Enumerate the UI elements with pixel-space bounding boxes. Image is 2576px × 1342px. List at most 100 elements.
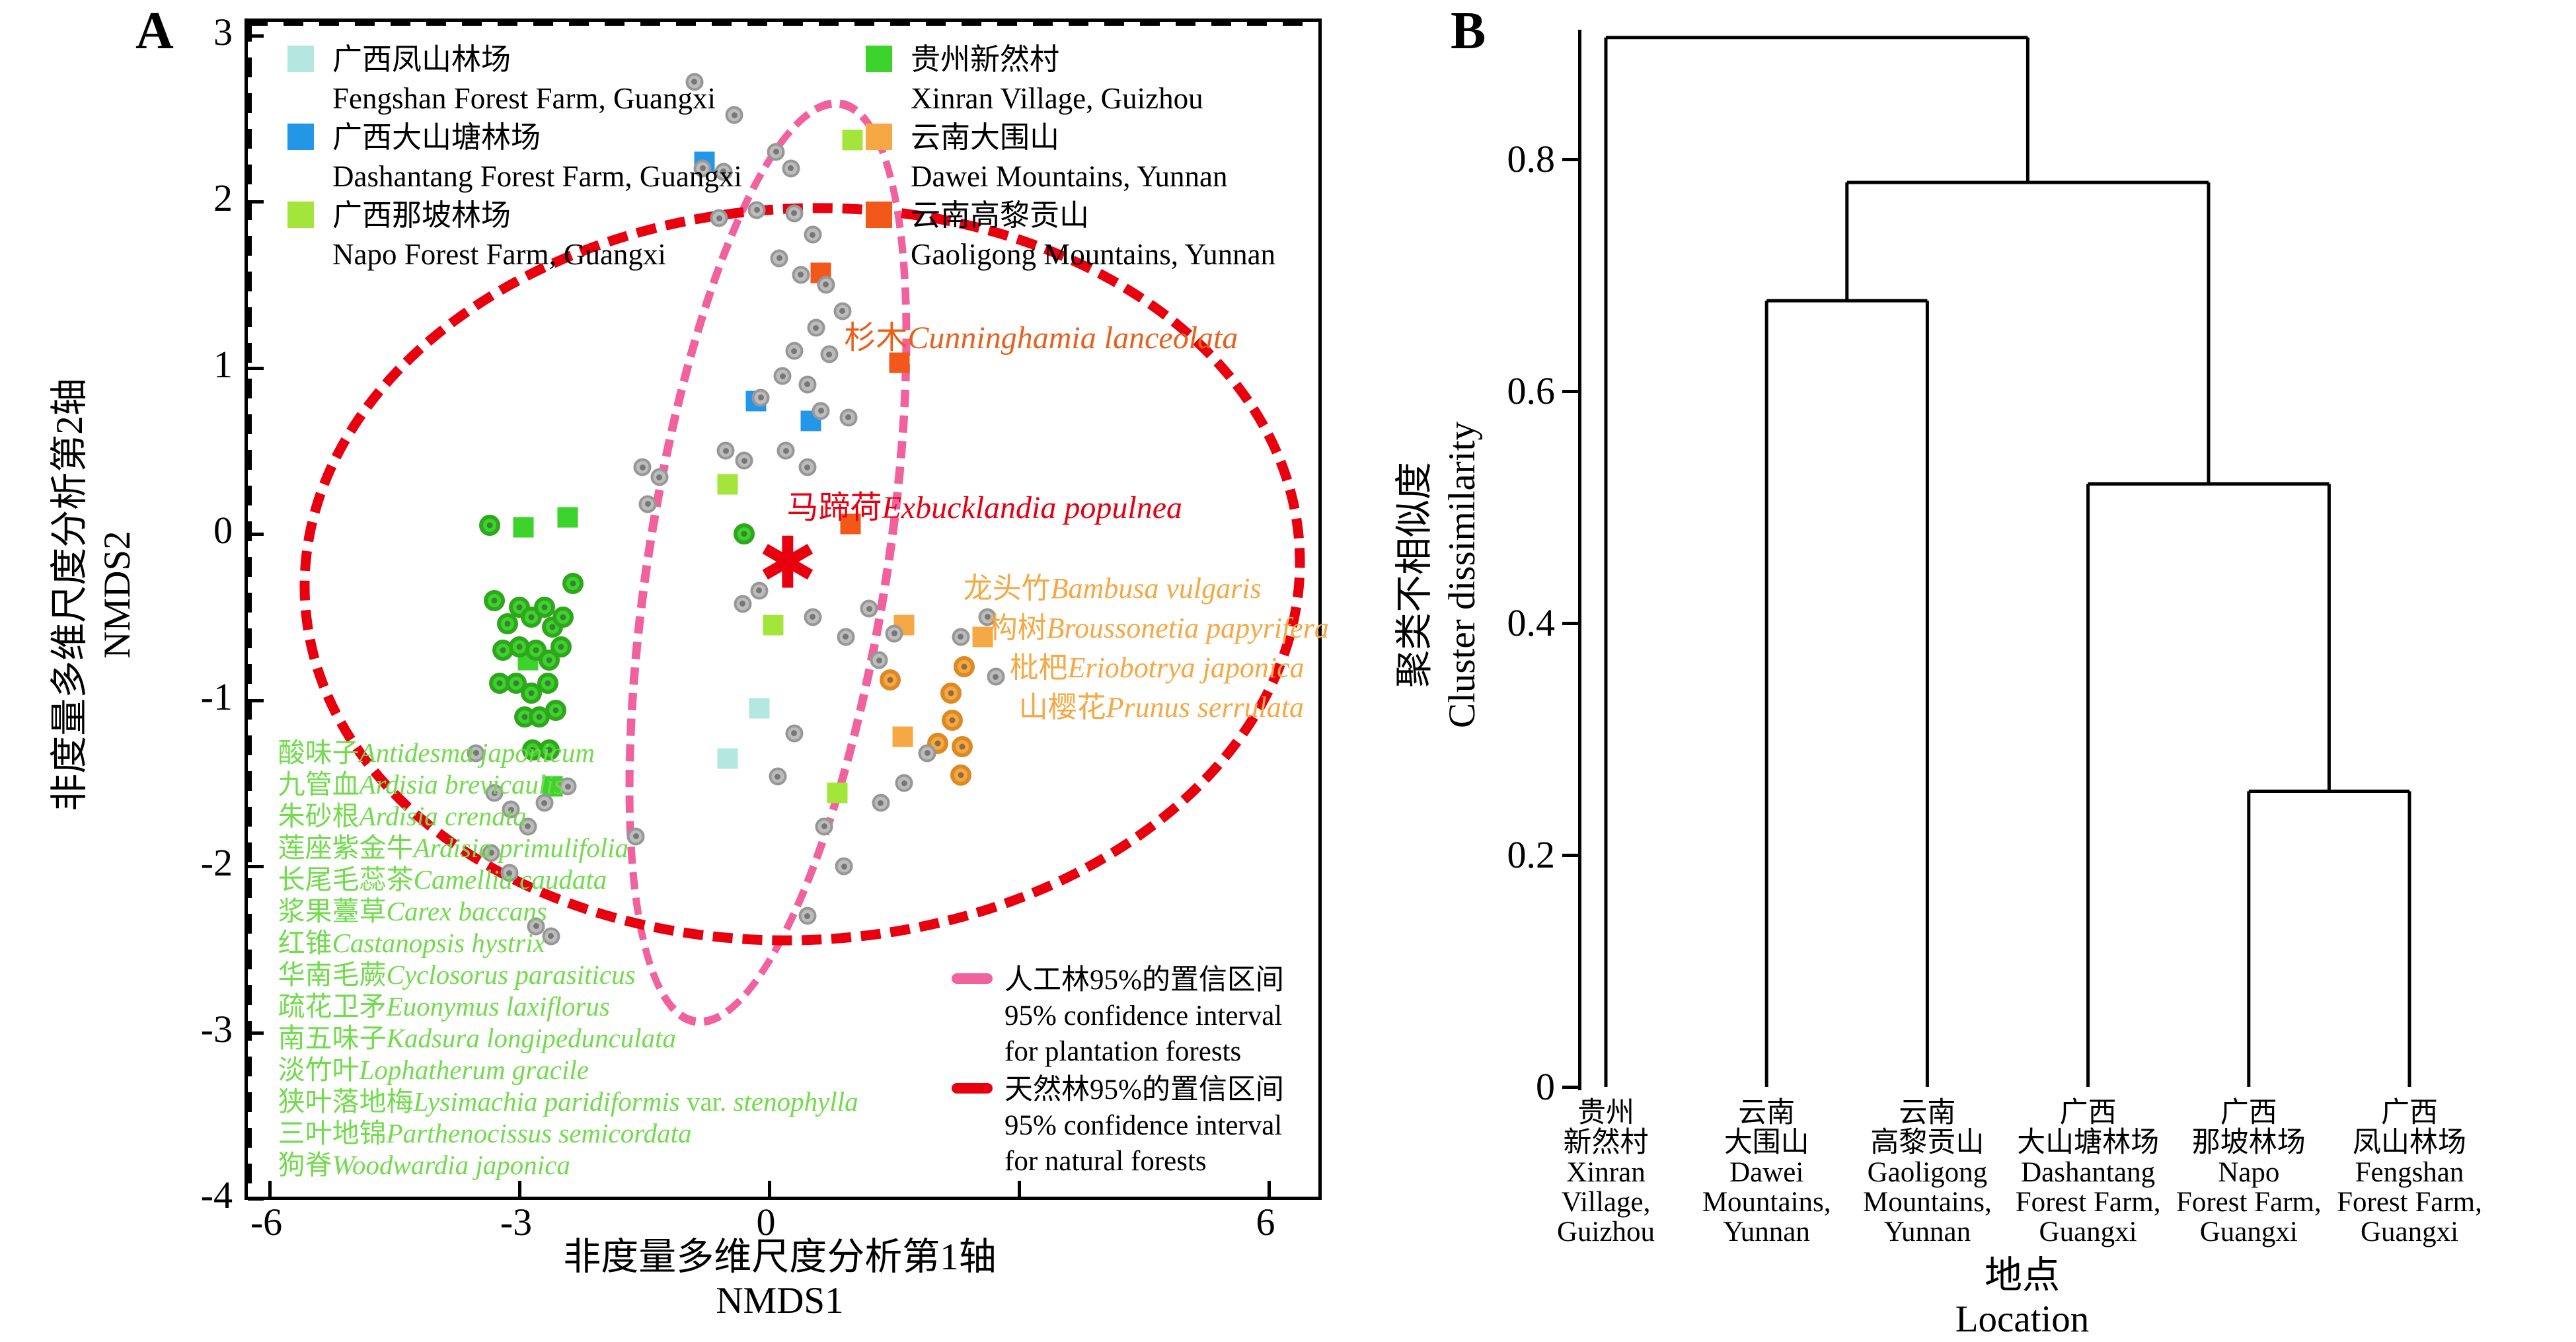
fengshan-plots-marker xyxy=(749,698,770,719)
xinran-plots-circles-marker-center xyxy=(516,644,523,650)
panel-a-y-title-en: NMDS2 xyxy=(96,531,138,659)
panel-b-y-title-en: Cluster dissimilarity xyxy=(1441,422,1483,728)
natural-forest-plots-marker xyxy=(693,159,712,178)
fengshan-plots-marker xyxy=(717,748,738,769)
natural-species-item: 华南毛蕨Cyclosorus parasiticus xyxy=(278,959,636,990)
panel-a-x-title-zh: 非度量多维尺度分析第1轴 xyxy=(563,1236,997,1278)
natural-forest-plots-marker xyxy=(815,817,833,836)
natural-forest-plots-marker-center xyxy=(810,614,816,620)
natural-forest-plots-marker xyxy=(804,608,822,626)
zero-line-horizontal xyxy=(248,22,1318,26)
natural-forest-plots-marker-center xyxy=(691,79,698,85)
natural-forest-plots-marker xyxy=(785,724,804,743)
zero-line-vertical xyxy=(248,22,252,1197)
ci-legend-swatch xyxy=(952,1083,993,1094)
dendro-y-tick-label: 0 xyxy=(1536,1065,1555,1108)
natural-forest-plots-marker-center xyxy=(866,605,872,612)
natural-species-item: 疏花卫矛Euonymus laxiflorus xyxy=(278,990,610,1022)
site-legend-label: 云南大围山 Dawei Mountains, Yunnan xyxy=(911,121,1228,193)
dawei-plots-circles-marker xyxy=(950,764,971,786)
y-tick-mark xyxy=(248,698,264,702)
panel-a-y-title-zh: 非度量多维尺度分析第2轴 xyxy=(49,378,91,811)
natural-forest-plots-marker xyxy=(918,744,936,763)
natural-forest-plots-marker-center xyxy=(541,800,548,806)
natural-species-item: 九管血Ardisia brevicaulis xyxy=(278,768,564,800)
panel-a-x-title-en: NMDS1 xyxy=(716,1280,844,1322)
dawei-plots-circles-marker xyxy=(952,735,973,757)
napo-plots-marker xyxy=(827,782,848,803)
xinran-plots-circles-marker xyxy=(484,589,506,611)
natural-forest-plots-marker xyxy=(798,375,817,394)
natural-forest-plots-marker-center xyxy=(739,601,746,607)
napo-plots-marker xyxy=(842,130,863,151)
natural-forest-plots-marker-center xyxy=(775,773,781,780)
cunninghamia-label: 杉木Cunninghamia lanceolata xyxy=(844,320,1238,355)
xinran-plots-circles-marker-center xyxy=(500,647,506,653)
natural-forest-plots-marker xyxy=(685,73,704,91)
natural-forest-plots-marker xyxy=(773,367,792,385)
natural-forest-plots-marker xyxy=(716,441,735,460)
xinran-plots-circles-marker xyxy=(537,673,558,694)
natural-forest-plots-marker xyxy=(710,209,728,227)
plantation-species-item: 构树Broussonetia papyrifera xyxy=(988,611,1329,644)
dawei-plots-circles-marker xyxy=(942,709,964,731)
natural-forest-plots-marker-center xyxy=(753,207,760,213)
dendrogram-leaf-label: 广西 凤山林场 Fengshan Forest Farm, Guangxi xyxy=(2337,1098,2482,1248)
natural-forest-plots-marker xyxy=(820,345,839,363)
ci-legend-entry: 人工林95%的置信区间 95% confidence interval for pl… xyxy=(952,963,1284,1070)
xinran-plots-circles-marker xyxy=(562,573,584,595)
y-tick-mark xyxy=(248,1031,264,1035)
natural-forest-plots-marker xyxy=(558,777,577,796)
natural-forest-plots-marker xyxy=(725,106,743,124)
natural-forest-plots-marker-center xyxy=(876,657,882,663)
natural-forest-plots-marker-center xyxy=(488,850,494,856)
site-legend-label: 云南高黎贡山 Gaoligong Mountains, Yunnan xyxy=(911,199,1276,271)
panel-a-letter: A xyxy=(135,2,174,60)
natural-forest-plots-marker xyxy=(770,249,788,267)
natural-forest-plots-marker-center xyxy=(506,870,513,876)
dendro-y-tick-mark xyxy=(1562,622,1579,625)
natural-forest-plots-marker xyxy=(872,794,890,812)
site-legend-label: 广西凤山林场 Fengshan Forest Farm, Guangxi xyxy=(332,43,716,115)
natural-forest-plots-marker-center xyxy=(821,823,827,830)
dendro-y-tick-label: 0.4 xyxy=(1507,601,1556,644)
dendro-y-tick-mark xyxy=(1562,158,1579,161)
plantation-species-list: 龙头竹Bambusa vulgaris 构树Broussonetia papyri… xyxy=(964,569,1329,727)
natural-species-item: 三叶地锦Parthenocissus semicordata xyxy=(278,1117,692,1148)
xinran-plots-circles-marker-center xyxy=(496,680,503,687)
natural-species-list: 酸味子Antidesma japonicum 九管血Ardisia brevica… xyxy=(278,737,858,1181)
gaoligong-plots-marker xyxy=(889,352,910,373)
xinran-plots-circles-marker xyxy=(550,636,572,658)
natural-species-item: 莲座紫金牛Ardisia primulifolia xyxy=(278,832,628,863)
dendro-y-tick-mark xyxy=(1562,854,1579,857)
xinran-plots-circles-marker-center xyxy=(504,620,511,627)
xinran-plots-circles-marker-center xyxy=(533,647,539,653)
natural-forest-plots-marker-center xyxy=(791,210,798,217)
natural-forest-plots-marker xyxy=(467,744,485,763)
xinran-plots-circles-marker-center xyxy=(546,657,552,663)
natural-forest-plots-marker xyxy=(839,408,858,427)
site-legend-swatch xyxy=(866,46,892,72)
natural-forest-plots-marker-center xyxy=(804,464,811,470)
dendrogram-leaf-label: 云南 高黎贡山 Gaoligong Mountains, Yunnan xyxy=(1863,1098,1992,1248)
natural-forest-plots-marker xyxy=(833,302,852,320)
natural-forest-plots-marker xyxy=(860,599,878,618)
dawei-plots-circles-marker-center xyxy=(934,740,941,747)
y-tick-mark xyxy=(248,533,264,536)
x-tick-mark xyxy=(268,1181,272,1197)
natural-forest-plots-marker xyxy=(527,917,545,936)
dendrogram-leaf-label: 贵州 新然村 Xinran Village, Guizhou xyxy=(1556,1098,1655,1248)
gaoligong-plots-marker xyxy=(840,513,861,535)
x-tick-mark xyxy=(1268,1181,1271,1197)
xinran-plots-circles-marker-center xyxy=(541,604,548,611)
napo-plots-marker xyxy=(717,474,738,495)
xinran-plots-circles-marker-center xyxy=(491,597,498,604)
plantation-species-item: 龙头竹Bambusa vulgaris xyxy=(963,572,1262,605)
natural-species-item: 南五味子Kadsura longipedunculata xyxy=(278,1022,677,1053)
xinran-plots-circles-marker-center xyxy=(513,680,519,687)
natural-forest-plots-marker-center xyxy=(757,394,764,401)
x-tick-mark xyxy=(1018,1181,1021,1197)
site-legend-label: 贵州新然村 Xinran Village, Guizhou xyxy=(911,43,1203,115)
natural-forest-plots-marker xyxy=(714,163,733,181)
natural-forest-plots-marker-center xyxy=(722,447,729,454)
